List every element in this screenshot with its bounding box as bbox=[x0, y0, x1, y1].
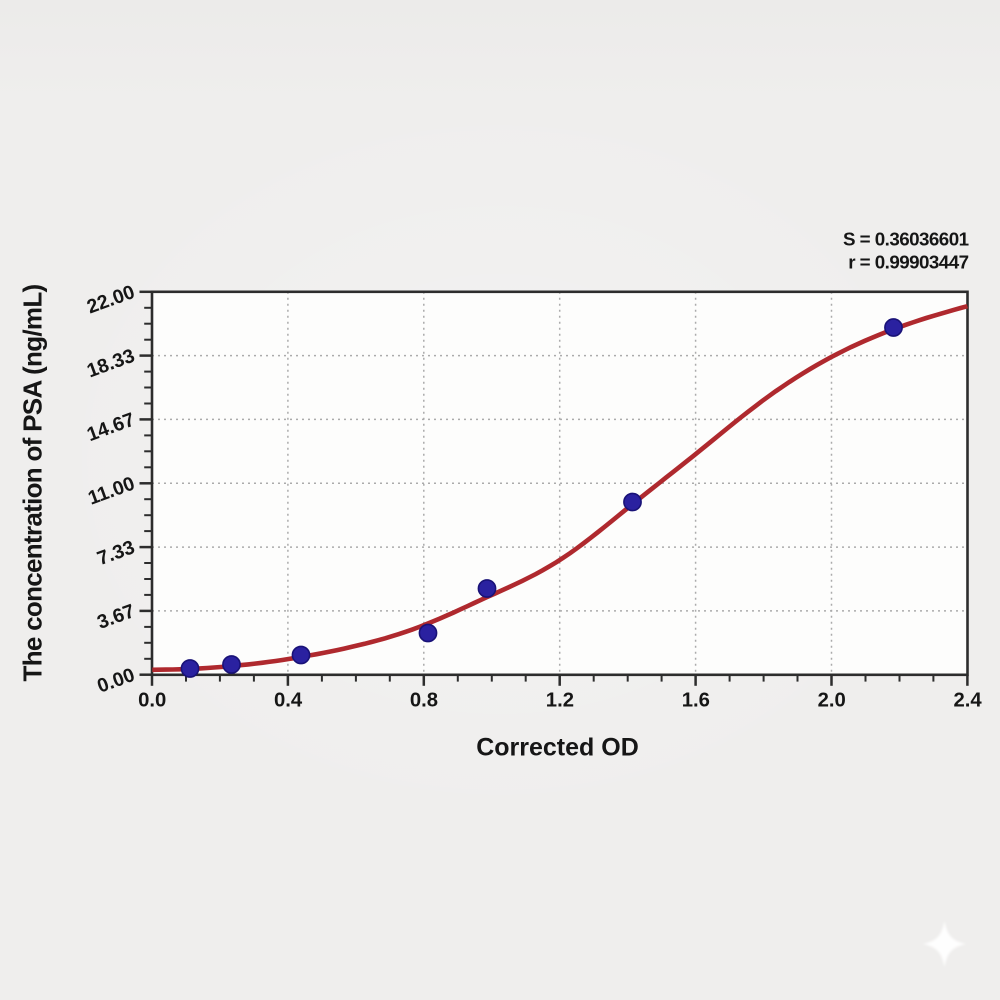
svg-text:22.00: 22.00 bbox=[84, 281, 138, 318]
svg-text:11.00: 11.00 bbox=[85, 472, 138, 509]
svg-text:14.67: 14.67 bbox=[84, 409, 138, 446]
svg-text:3.67: 3.67 bbox=[94, 600, 137, 634]
svg-text:0.8: 0.8 bbox=[410, 690, 438, 712]
svg-text:2.4: 2.4 bbox=[953, 690, 982, 712]
svg-text:2.0: 2.0 bbox=[818, 690, 846, 712]
svg-text:The concentration of PSA (ng/m: The concentration of PSA (ng/mL) bbox=[18, 284, 48, 681]
svg-text:1.2: 1.2 bbox=[546, 690, 574, 712]
svg-text:0.0: 0.0 bbox=[138, 690, 166, 712]
svg-text:0.4: 0.4 bbox=[274, 690, 303, 712]
svg-text:r = 0.99903447: r = 0.99903447 bbox=[848, 252, 968, 273]
svg-text:0.00: 0.00 bbox=[94, 664, 137, 698]
svg-text:7.33: 7.33 bbox=[94, 536, 137, 570]
svg-text:18.33: 18.33 bbox=[84, 345, 138, 382]
svg-text:S = 0.36036601: S = 0.36036601 bbox=[843, 229, 969, 250]
svg-text:Corrected OD: Corrected OD bbox=[476, 734, 639, 762]
svg-text:1.6: 1.6 bbox=[682, 690, 710, 712]
